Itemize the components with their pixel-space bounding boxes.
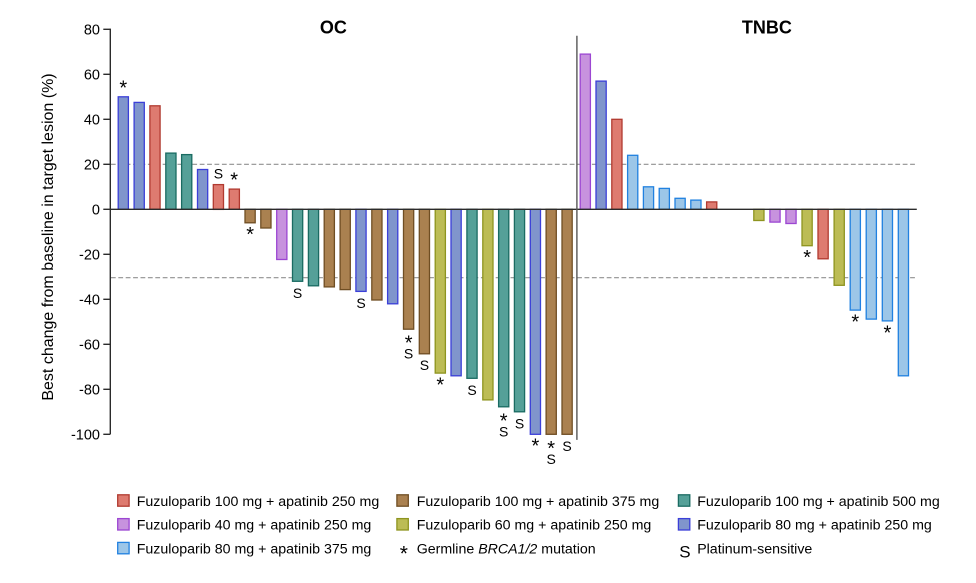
svg-text:*: * (436, 375, 444, 397)
svg-text:*: * (246, 224, 254, 246)
svg-text:-60: -60 (79, 338, 100, 354)
svg-text:0: 0 (92, 203, 100, 219)
svg-text:*: * (405, 333, 413, 355)
svg-text:*: * (119, 77, 127, 99)
svg-text:-20: -20 (79, 248, 100, 264)
svg-text:S: S (214, 166, 223, 182)
svg-text:OC: OC (320, 18, 347, 38)
svg-text:Fuzuloparib 80 mg + apatinib 2: Fuzuloparib 80 mg + apatinib 250 mg (697, 518, 932, 534)
svg-text:-40: -40 (79, 293, 100, 309)
svg-text:Best change from baseline in t: Best change from baseline in target lesi… (40, 73, 57, 400)
svg-text:S: S (467, 382, 476, 398)
svg-text:Fuzuloparib 100 mg + apatinib: Fuzuloparib 100 mg + apatinib 500 mg (697, 494, 940, 510)
svg-text:TNBC: TNBC (742, 18, 792, 38)
svg-text:S: S (356, 295, 365, 311)
svg-text:Fuzuloparib 100 mg + apatinib: Fuzuloparib 100 mg + apatinib 375 mg (417, 494, 660, 510)
svg-text:Germline BRCA1/2 mutation: Germline BRCA1/2 mutation (417, 541, 596, 557)
svg-text:-100: -100 (71, 428, 100, 444)
svg-text:*: * (532, 436, 540, 458)
svg-text:S: S (562, 438, 571, 454)
svg-text:*: * (851, 312, 859, 334)
svg-text:S: S (547, 451, 556, 467)
svg-text:S: S (420, 357, 429, 373)
svg-text:*: * (500, 410, 508, 432)
svg-text:Fuzuloparib 80 mg + apatinib 3: Fuzuloparib 80 mg + apatinib 375 mg (137, 541, 372, 557)
svg-text:-80: -80 (79, 383, 100, 399)
svg-text:S: S (499, 423, 508, 439)
svg-text:20: 20 (84, 158, 100, 174)
svg-text:Fuzuloparib 60 mg + apatinib 2: Fuzuloparib 60 mg + apatinib 250 mg (417, 518, 652, 534)
svg-text:S: S (293, 285, 302, 301)
svg-text:60: 60 (84, 68, 100, 84)
svg-text:Fuzuloparib 100 mg + apatinib: Fuzuloparib 100 mg + apatinib 250 mg (137, 494, 380, 510)
svg-text:*: * (400, 543, 408, 566)
svg-text:*: * (547, 438, 555, 460)
svg-text:*: * (803, 247, 811, 269)
svg-text:80: 80 (84, 23, 100, 39)
svg-text:S: S (679, 543, 690, 562)
svg-text:Platinum-sensitive: Platinum-sensitive (697, 541, 812, 557)
svg-text:*: * (230, 170, 238, 192)
svg-text:*: * (884, 322, 892, 344)
svg-text:S: S (515, 415, 524, 431)
svg-text:S: S (404, 346, 413, 362)
svg-text:Fuzuloparib 40 mg + apatinib 2: Fuzuloparib 40 mg + apatinib 250 mg (137, 518, 372, 534)
svg-text:40: 40 (84, 113, 100, 129)
